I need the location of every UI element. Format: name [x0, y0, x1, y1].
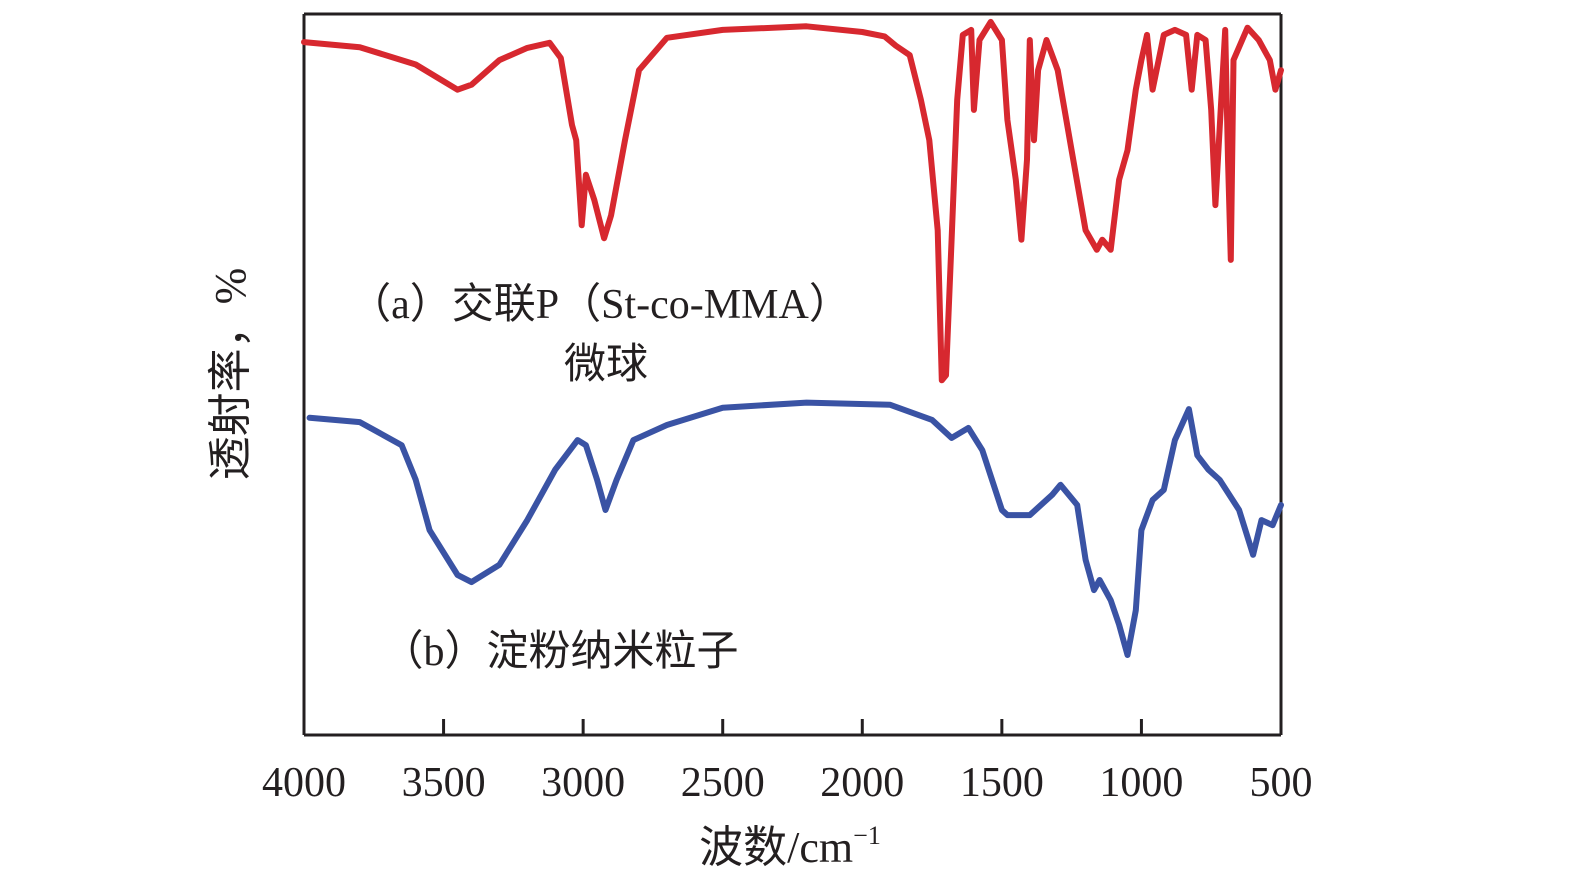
series-line-a: [301, 18, 1284, 384]
x-axis-title-superscript: −1: [853, 821, 881, 850]
x-tick-label-2000: 2000: [820, 760, 904, 806]
x-tick-label-3500: 3500: [402, 760, 486, 806]
annotation-a-line1: （a）交联P（St-co-MMA）: [349, 281, 851, 328]
plot-frame: [302, 12, 1283, 737]
series-layer: [301, 18, 1284, 658]
y-axis-title: 透射率，%: [206, 268, 255, 481]
series-line-b: [306, 399, 1284, 658]
x-tick-label-1500: 1500: [960, 760, 1044, 806]
x-axis-title-text: 波数/cm: [699, 823, 853, 872]
x-tick-label-500: 500: [1250, 760, 1313, 806]
x-tick-label-3000: 3000: [541, 760, 625, 806]
x-axis-title: 波数/cm−1: [699, 821, 881, 872]
annotation-a-line2: 微球: [564, 342, 648, 388]
annotation-b: （b）淀粉纳米粒子: [381, 629, 738, 675]
x-tick-label-1000: 1000: [1099, 760, 1183, 806]
x-tick-labels: 4000 3500 3000 2500 2000 1500 1000 500: [262, 760, 1313, 806]
x-tick-label-4000: 4000: [262, 760, 346, 806]
x-ticks: [442, 719, 1143, 735]
x-tick-label-2500: 2500: [681, 760, 765, 806]
